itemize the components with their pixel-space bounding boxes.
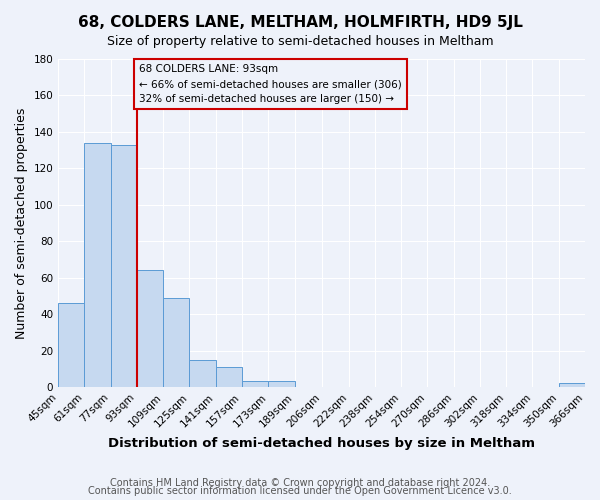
Bar <box>85 143 110 387</box>
Bar <box>163 298 190 387</box>
Bar <box>58 303 85 387</box>
Bar <box>110 144 137 387</box>
Text: Contains HM Land Registry data © Crown copyright and database right 2024.: Contains HM Land Registry data © Crown c… <box>110 478 490 488</box>
Bar <box>559 384 585 387</box>
Text: Contains public sector information licensed under the Open Government Licence v3: Contains public sector information licen… <box>88 486 512 496</box>
Bar <box>242 382 268 387</box>
Bar <box>190 360 216 387</box>
Bar <box>268 382 295 387</box>
X-axis label: Distribution of semi-detached houses by size in Meltham: Distribution of semi-detached houses by … <box>108 437 535 450</box>
Text: Size of property relative to semi-detached houses in Meltham: Size of property relative to semi-detach… <box>107 35 493 48</box>
Text: 68 COLDERS LANE: 93sqm
← 66% of semi-detached houses are smaller (306)
32% of se: 68 COLDERS LANE: 93sqm ← 66% of semi-det… <box>139 64 402 104</box>
Text: 68, COLDERS LANE, MELTHAM, HOLMFIRTH, HD9 5JL: 68, COLDERS LANE, MELTHAM, HOLMFIRTH, HD… <box>77 15 523 30</box>
Bar <box>137 270 163 387</box>
Bar <box>216 367 242 387</box>
Y-axis label: Number of semi-detached properties: Number of semi-detached properties <box>15 108 28 338</box>
